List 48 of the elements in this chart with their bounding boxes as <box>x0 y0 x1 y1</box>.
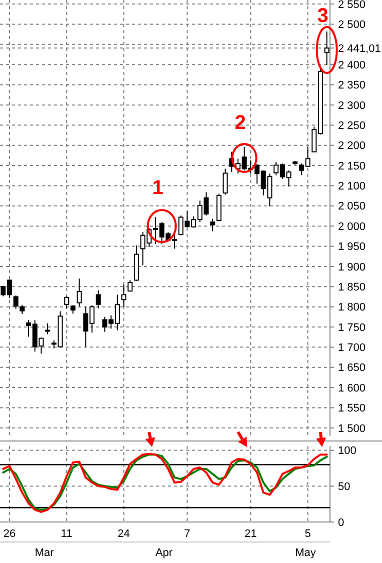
annotation: 1 <box>152 177 164 199</box>
y-tick-label: 2 100 <box>338 180 366 193</box>
y-tick-label: 0 <box>338 516 344 529</box>
candlestick <box>76 278 82 307</box>
y-tick-label: 1 900 <box>338 261 366 274</box>
y-tick-label: 2 550 <box>338 0 366 11</box>
y-tick-label: 2 400 <box>338 59 366 72</box>
annotation: 2 <box>234 112 246 134</box>
y-tick-label: 1 800 <box>338 302 366 314</box>
candlestick <box>13 295 18 310</box>
candlestick <box>128 280 133 292</box>
x-tick-label: 5 <box>304 528 311 540</box>
candlestick <box>210 218 216 232</box>
text: May <box>295 547 316 559</box>
y-tick-label: 50 <box>338 481 350 493</box>
x-tick-label: 7 <box>184 528 190 540</box>
text: Mar <box>34 547 54 559</box>
y-tick-label: 1 650 <box>338 362 366 374</box>
y-tick-label: 100 <box>338 445 356 458</box>
y-tick-label: 2 500 <box>338 19 366 32</box>
text: Apr <box>155 547 173 559</box>
x-tick-label: 24 <box>118 528 130 540</box>
y-tick-label: 2 441,01 <box>338 42 381 55</box>
y-tick-label: 2 200 <box>338 140 366 152</box>
y-tick-label: 2 350 <box>338 80 366 92</box>
candlestick <box>121 284 126 308</box>
y-tick-label: 1 700 <box>338 342 366 354</box>
candlestick <box>64 296 70 309</box>
y-tick-label: 1 950 <box>338 241 366 254</box>
annotation: 3 <box>317 5 328 27</box>
y-tick-label: 1 600 <box>338 382 366 394</box>
x-tick-label: 21 <box>244 528 257 540</box>
y-tick-label: 2 150 <box>338 160 366 172</box>
candlestick <box>96 290 101 309</box>
candlestick <box>45 322 50 335</box>
y-tick-label: 1 550 <box>338 402 366 415</box>
candlestick <box>324 30 330 66</box>
y-tick-label: 2 250 <box>338 120 366 132</box>
candlestick <box>20 304 25 315</box>
y-tick-label: 2 000 <box>338 220 366 233</box>
y-tick-label: 2 050 <box>338 200 366 213</box>
y-tick-label: 2 300 <box>338 100 366 112</box>
y-tick-label: 1 850 <box>338 281 366 294</box>
x-tick-label: 26 <box>3 528 16 540</box>
y-tick-label: 1 750 <box>338 322 366 334</box>
y-tick-label: 1 500 <box>338 422 366 435</box>
x-tick-label: 11 <box>60 528 72 540</box>
candlestick <box>222 168 228 196</box>
